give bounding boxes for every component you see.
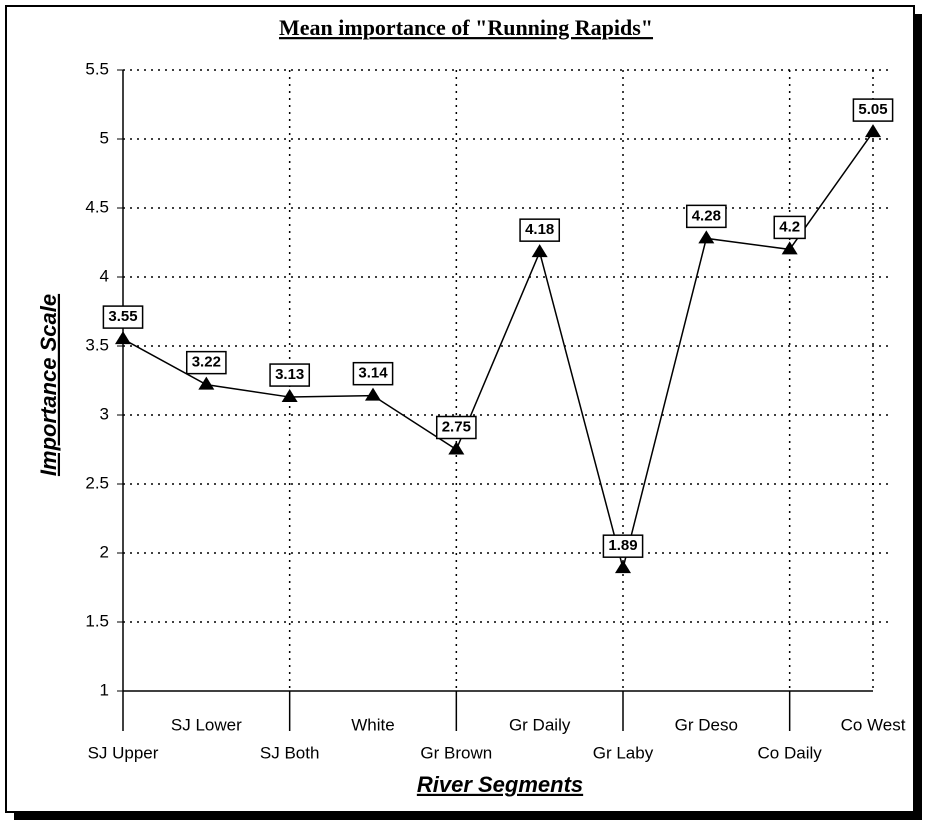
- value-label: 3.22: [192, 354, 221, 371]
- value-label: 3.14: [358, 365, 388, 382]
- value-label-box: [852, 98, 894, 122]
- y-tick-label: 4: [100, 266, 109, 285]
- value-label-box: [102, 305, 144, 329]
- y-tick-label: 4.5: [85, 197, 109, 216]
- value-label-box: [519, 218, 561, 242]
- value-label: 4.28: [692, 207, 721, 224]
- y-tick-label: 3: [100, 404, 109, 423]
- x-tick-label: Gr Daily: [509, 715, 571, 734]
- x-tick-label: Gr Deso: [675, 715, 738, 734]
- value-label: 3.13: [275, 366, 304, 383]
- y-tick-label: 2: [100, 542, 109, 561]
- x-tick-label: Gr Laby: [593, 743, 654, 762]
- value-label-box: [185, 350, 227, 375]
- value-label: 5.05: [858, 101, 887, 118]
- marker: [531, 244, 548, 258]
- y-tick-label: 5.5: [85, 59, 109, 78]
- marker: [781, 241, 798, 255]
- value-label-box: [685, 204, 727, 229]
- marker: [615, 560, 631, 574]
- x-tick-label: Co Daily: [758, 743, 823, 762]
- x-tick-label: SJ Lower: [171, 715, 242, 734]
- marker: [698, 230, 715, 244]
- marker: [448, 441, 465, 455]
- value-label: 4.18: [525, 221, 554, 238]
- chart-title: Mean importance of "Running Rapids": [279, 15, 653, 40]
- value-label-box: [269, 363, 311, 387]
- marker: [281, 389, 298, 403]
- value-label-box: [435, 415, 477, 440]
- y-tick-label: 1: [100, 680, 109, 699]
- x-tick-label: Gr Brown: [420, 743, 492, 762]
- marker: [198, 376, 215, 390]
- value-label: 2.75: [442, 418, 471, 435]
- x-tick-label: Co West: [841, 715, 906, 734]
- value-label: 1.89: [608, 537, 637, 554]
- series-line: [122, 131, 874, 569]
- value-label: 4.2: [779, 218, 800, 235]
- x-tick-label: SJ Both: [260, 743, 320, 762]
- marker: [365, 387, 381, 401]
- x-tick-label: White: [351, 715, 394, 734]
- y-tick-label: 2.5: [85, 473, 109, 492]
- y-tick-label: 5: [100, 128, 109, 147]
- value-label-box: [352, 361, 394, 386]
- frame: [5, 5, 915, 813]
- x-axis-label: River Segments: [417, 772, 583, 797]
- value-label-box: [602, 534, 644, 558]
- marker: [115, 331, 131, 345]
- y-axis-label: Importance Scale: [36, 294, 61, 476]
- x-tick-label: SJ Upper: [88, 743, 159, 762]
- y-tick-label: 1.5: [85, 611, 109, 630]
- value-label: 3.55: [108, 308, 137, 325]
- y-tick-label: 3.5: [85, 335, 109, 354]
- value-label-box: [773, 215, 806, 240]
- marker: [865, 124, 881, 138]
